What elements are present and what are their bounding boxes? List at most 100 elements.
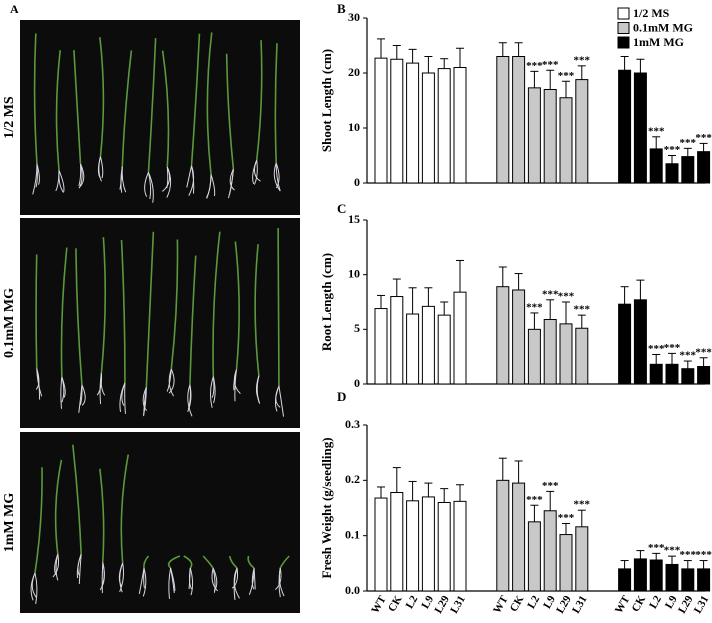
bar	[649, 148, 663, 184]
column-label: L9	[171, 3, 189, 19]
significance-label: ***	[664, 144, 681, 156]
photo-row	[20, 432, 300, 613]
legend-swatch	[617, 36, 630, 49]
seedling-leaf	[190, 33, 201, 166]
seedling-root	[58, 170, 65, 192]
seedling-leaf	[170, 239, 179, 370]
bar	[496, 479, 510, 592]
bar	[390, 296, 404, 385]
x-tick-label: L2	[525, 593, 542, 611]
bar	[559, 534, 573, 592]
seedling-root	[187, 384, 191, 410]
seedling-root	[274, 385, 280, 412]
seedling-leaf	[161, 50, 170, 168]
significance-label: ***	[542, 288, 559, 300]
bar	[575, 79, 589, 184]
seedling-leaf	[73, 50, 82, 165]
y-tick-label: 0.3	[345, 417, 360, 431]
significance-label: ***	[526, 60, 543, 72]
seedling-root	[187, 384, 193, 417]
significance-label: ***	[558, 70, 575, 82]
seedling-root	[166, 166, 172, 198]
bar	[681, 368, 695, 385]
seedling-root	[97, 156, 101, 178]
bar	[374, 57, 388, 184]
bar	[633, 558, 647, 592]
legend-swatch	[617, 7, 630, 20]
significance-label: ***	[664, 545, 681, 557]
seedling-root	[227, 169, 234, 199]
legend-label: 1mM MG	[633, 35, 684, 49]
seedling-root	[253, 160, 258, 185]
y-axis-label: Fresh Weight (g/seedling)	[319, 437, 334, 578]
seedling-root	[35, 368, 40, 390]
seedling-root	[58, 170, 64, 193]
bar	[527, 521, 541, 592]
x-tick-label: WT	[369, 593, 389, 615]
seedling-leaf	[255, 40, 263, 161]
bar	[559, 97, 573, 184]
seedling-root	[248, 567, 255, 595]
seedling-root	[78, 384, 83, 413]
seedling-root	[212, 567, 216, 593]
row-label: 1mM MG	[2, 493, 17, 553]
bar	[697, 151, 711, 184]
panel-label: B	[337, 1, 346, 16]
bar	[649, 559, 663, 592]
panel-label: D	[337, 389, 346, 404]
x-tick-label: L31	[692, 594, 712, 616]
bar	[575, 526, 589, 592]
bar	[390, 58, 404, 184]
seedling-leaf	[167, 555, 181, 569]
seedling-root	[77, 553, 82, 576]
significance-label: ***	[680, 549, 697, 561]
seedling-root	[36, 163, 40, 185]
bar	[496, 286, 510, 385]
bar	[665, 163, 679, 184]
significance-label: ***	[695, 346, 712, 358]
column-label: CK	[87, 3, 110, 19]
seedling-root	[170, 567, 175, 594]
significance-label: ***	[574, 499, 591, 511]
seedling-root	[168, 368, 174, 397]
x-tick-label: CK	[386, 593, 405, 614]
y-tick-label: 20	[348, 65, 360, 79]
seedling-root	[142, 387, 148, 412]
seedling-leaf	[145, 231, 155, 388]
bar	[406, 62, 420, 184]
significance-label: ***	[695, 549, 712, 561]
seedling-leaf	[274, 43, 278, 164]
seedling-root	[78, 554, 82, 584]
seedling-root	[61, 376, 66, 398]
bar	[543, 89, 557, 184]
seedling-root	[275, 567, 282, 590]
bar	[437, 314, 451, 385]
seedling-root	[166, 167, 169, 189]
bar	[437, 501, 451, 592]
bar	[575, 327, 589, 385]
y-tick-label: 0	[354, 175, 360, 189]
x-tick-label: CK	[630, 593, 649, 614]
seedling-root	[81, 384, 86, 406]
y-axis-label: Root Length (cm)	[319, 253, 334, 351]
bar	[681, 568, 695, 592]
x-tick-label: L9	[419, 593, 436, 611]
bar	[512, 56, 526, 184]
legend-label: 1/2 MS	[633, 6, 670, 20]
seedling-root	[99, 562, 105, 591]
seedling-leaf	[225, 53, 235, 170]
bar	[406, 313, 420, 385]
significance-label: ***	[542, 480, 559, 492]
seedling-root	[52, 553, 60, 578]
x-tick-label: L29	[432, 593, 452, 615]
bar	[374, 497, 388, 592]
seedling-root	[256, 375, 261, 404]
seedling-root	[252, 160, 258, 185]
y-tick-label: 10	[348, 120, 360, 134]
legend-swatch	[617, 22, 630, 34]
seedling-root	[60, 376, 63, 409]
x-tick-label: L2	[647, 593, 664, 611]
x-tick-label: L9	[663, 593, 680, 611]
column-label: WT	[47, 3, 72, 19]
row-label: 0.1mM MG	[2, 288, 17, 358]
